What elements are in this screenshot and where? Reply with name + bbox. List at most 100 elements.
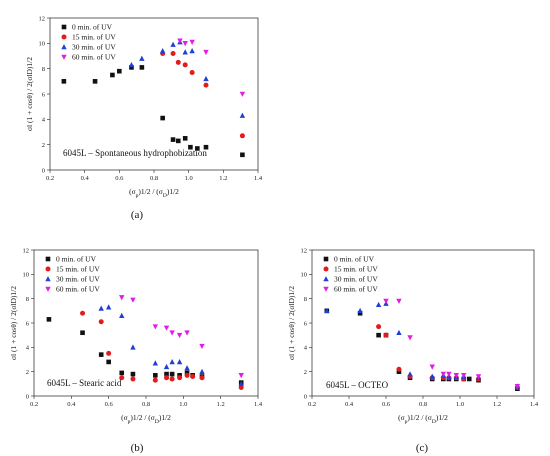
y-tick-label: 0 — [26, 393, 29, 400]
legend-marker — [323, 276, 329, 282]
legend-label: 60 min. of UV — [56, 285, 100, 294]
y-axis-label: σl (1 + cosθ) / 2(σlD)1/2 — [287, 286, 296, 360]
data-point — [169, 376, 175, 382]
legend-label: 15 min. of UV — [334, 265, 378, 274]
x-tick-label: 1.2 — [493, 401, 501, 408]
x-tick-label: 1.2 — [217, 401, 225, 408]
legend-label: 0 min. of UV — [334, 255, 375, 264]
y-tick-label: 8 — [304, 296, 307, 303]
data-point — [159, 48, 166, 54]
x-axis-label: (σp)1/2 / (σD)1/2 — [129, 187, 179, 199]
data-point — [239, 133, 245, 139]
panel-label: (b) — [131, 442, 144, 454]
x-tick-label: 1.4 — [530, 401, 539, 408]
data-point — [182, 41, 188, 47]
data-point — [239, 91, 246, 97]
y-tick-label: 2 — [304, 369, 307, 376]
data-point — [199, 343, 205, 350]
x-tick-label: 0.2 — [30, 401, 38, 408]
data-point — [190, 374, 196, 380]
data-point — [446, 371, 452, 377]
legend-marker — [61, 44, 67, 50]
panel-annotation: 6045L – OCTEO — [326, 380, 389, 390]
data-point — [239, 112, 246, 118]
legend-label: 15 min. of UV — [72, 33, 116, 42]
data-point — [189, 69, 195, 75]
data-point — [80, 330, 85, 336]
data-point — [119, 375, 125, 381]
panel-label: (c) — [416, 442, 429, 454]
data-point — [396, 366, 402, 372]
data-point — [376, 332, 381, 338]
legend-label: 30 min. of UV — [56, 275, 100, 284]
data-point — [170, 50, 176, 56]
data-point — [182, 62, 188, 68]
x-tick-label: 0.4 — [81, 175, 90, 182]
data-point — [199, 375, 205, 381]
y-tick-label: 12 — [301, 247, 308, 254]
data-point — [98, 319, 104, 325]
data-point — [119, 312, 125, 318]
legend-label: 30 min. of UV — [334, 275, 378, 284]
x-tick-label: 0.2 — [308, 401, 316, 408]
legend-marker — [45, 266, 51, 272]
y-tick-label: 10 — [301, 272, 308, 279]
data-point — [98, 305, 104, 311]
x-tick-label: 0.8 — [150, 175, 158, 182]
y-tick-label: 6 — [42, 91, 46, 98]
data-point — [189, 48, 195, 54]
data-point — [152, 324, 159, 330]
chart-panel: 0.2 0.4 0.6 0.8 1.0 1.2 1.4 0 2 4 6 8 10 12 (σp)1/2 / … — [25, 15, 263, 221]
data-point — [453, 373, 459, 379]
data-point — [461, 373, 467, 379]
x-tick-label: 0.8 — [142, 401, 150, 408]
y-tick-label: 6 — [26, 320, 30, 327]
legend-marker — [45, 256, 51, 262]
data-point — [383, 298, 389, 304]
data-point — [177, 375, 183, 381]
data-point — [199, 368, 205, 374]
y-tick-label: 4 — [304, 345, 308, 352]
data-point — [169, 371, 175, 377]
data-point — [92, 79, 98, 84]
legend-marker — [45, 276, 51, 282]
data-point — [189, 39, 195, 45]
data-point — [188, 144, 193, 150]
data-point — [128, 61, 135, 68]
y-tick-label: 4 — [42, 117, 46, 124]
data-point — [164, 375, 170, 381]
data-point — [176, 332, 183, 339]
chart-panel: 0.2 0.4 0.6 0.8 1.0 1.2 1.4 0 2 4 6 8 10 12 (σp)1/2 / … — [287, 247, 539, 454]
data-point — [110, 72, 115, 78]
y-tick-label: 10 — [23, 272, 30, 279]
data-point — [357, 307, 363, 314]
legend-marker — [323, 266, 329, 272]
data-point — [375, 301, 382, 308]
data-point — [184, 330, 190, 336]
data-point — [169, 330, 175, 336]
data-point — [175, 59, 181, 65]
data-point — [466, 376, 472, 382]
data-point — [240, 152, 245, 158]
data-point — [383, 332, 389, 338]
legend-label: 60 min. of UV — [72, 53, 116, 62]
data-point — [203, 144, 209, 150]
data-point — [164, 371, 169, 377]
x-axis-label: (σp)1/2 / (σD)1/2 — [398, 413, 448, 425]
panel-annotation: 6045L – Spontaneous hydrophobization — [63, 148, 207, 158]
data-point — [514, 383, 521, 390]
legend-marker — [45, 286, 51, 292]
x-tick-label: 0.4 — [67, 401, 76, 408]
data-point — [160, 115, 165, 121]
data-point — [195, 146, 200, 151]
data-point — [152, 360, 159, 366]
data-point — [80, 310, 86, 316]
legend-marker — [323, 256, 329, 262]
data-point — [184, 365, 190, 371]
y-tick-label: 10 — [39, 41, 46, 48]
data-point — [175, 138, 181, 144]
data-point — [238, 380, 244, 387]
y-tick-label: 0 — [304, 393, 307, 400]
data-point — [203, 49, 209, 56]
y-tick-label: 0 — [42, 167, 45, 174]
